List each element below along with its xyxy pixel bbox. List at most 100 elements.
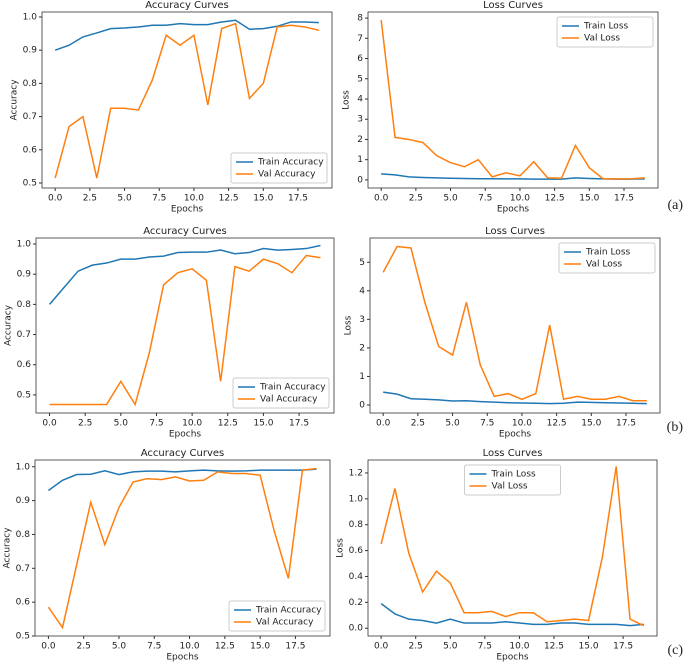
series-line: [54, 22, 319, 179]
y-tick-label: 6: [357, 54, 363, 64]
y-tick-label: 0: [359, 401, 365, 411]
legend-label: Val Loss: [586, 260, 622, 270]
x-axis-label: Epochs: [169, 430, 202, 440]
legend-label: Train Accuracy: [255, 606, 322, 616]
y-axis-label: Loss: [342, 90, 352, 110]
y-tick-label: 0.0: [349, 624, 364, 634]
y-tick-label: 0.4: [349, 572, 364, 582]
panel-label: (c): [667, 643, 683, 658]
x-tick-label: 5.0: [443, 194, 458, 204]
y-tick-label: 1.0: [16, 462, 31, 472]
x-tick-label: 7.5: [147, 642, 161, 652]
x-tick-label: 17.5: [288, 194, 308, 204]
y-tick-label: 0.9: [17, 270, 32, 280]
legend-box: [558, 242, 656, 274]
x-tick-label: 7.5: [152, 194, 166, 204]
x-tick-label: 15.0: [579, 642, 599, 652]
y-tick-label: 0: [357, 175, 363, 185]
y-axis-label: Loss: [344, 315, 354, 335]
x-tick-label: 12.5: [218, 419, 238, 429]
x-tick-label: 0.0: [42, 419, 57, 429]
x-tick-label: 17.5: [285, 642, 305, 652]
y-tick-label: 0.2: [349, 598, 363, 608]
x-tick-label: 0.0: [48, 194, 63, 204]
x-tick-label: 15.0: [253, 194, 273, 204]
x-tick-label: 12.5: [545, 194, 565, 204]
x-tick-label: 12.5: [215, 642, 235, 652]
x-tick-label: 5.0: [112, 642, 127, 652]
x-tick-label: 7.5: [478, 194, 492, 204]
x-tick-label: 17.5: [616, 419, 636, 429]
plot-frame: [41, 11, 333, 189]
x-tick-label: 7.5: [149, 419, 163, 429]
x-tick-label: 17.5: [613, 642, 633, 652]
legend-box: [464, 464, 561, 496]
panel-label: (a): [667, 198, 683, 213]
plot-frame: [367, 11, 659, 189]
y-tick-label: 0.8: [17, 300, 32, 310]
y-axis-label: Accuracy: [3, 527, 13, 569]
x-tick-label: 15.0: [581, 419, 601, 429]
x-tick-label: 7.5: [480, 419, 494, 429]
chart-title: Accuracy Curves: [143, 226, 227, 237]
legend-label: Train Accuracy: [257, 158, 324, 168]
x-axis-label: Epochs: [496, 653, 529, 662]
legend-label: Train Accuracy: [259, 383, 326, 393]
legend-box: [556, 16, 654, 48]
y-tick-label: 1.0: [17, 240, 32, 250]
panel-label: (b): [667, 420, 684, 435]
y-tick-label: 1.0: [23, 12, 38, 22]
y-tick-label: 0.5: [23, 179, 37, 189]
plot-frame: [369, 237, 661, 414]
series-line: [380, 466, 645, 627]
x-tick-label: 12.5: [544, 642, 564, 652]
x-tick-label: 5.0: [114, 419, 129, 429]
plot-frame: [34, 459, 331, 637]
x-tick-label: 2.5: [409, 194, 423, 204]
y-tick-label: 3: [359, 315, 365, 325]
series-line: [380, 20, 645, 180]
y-tick-label: 0.7: [16, 564, 30, 574]
x-tick-label: 2.5: [78, 419, 92, 429]
x-tick-label: 2.5: [83, 194, 97, 204]
y-tick-label: 1: [359, 372, 365, 382]
y-axis-label: Accuracy: [4, 304, 14, 346]
y-tick-label: 0.8: [349, 520, 364, 530]
y-tick-label: 7: [357, 34, 363, 44]
y-tick-label: 5: [357, 74, 363, 84]
y-tick-label: 5: [359, 258, 365, 268]
x-axis-label: Epochs: [166, 653, 199, 662]
y-tick-label: 0.5: [16, 632, 30, 642]
plot-frame: [367, 459, 658, 637]
series-line: [49, 254, 321, 407]
y-tick-label: 2: [357, 135, 363, 145]
x-tick-label: 10.0: [182, 419, 202, 429]
y-tick-label: 8: [357, 14, 363, 24]
y-tick-label: 3: [357, 115, 363, 125]
x-tick-label: 5.0: [445, 419, 460, 429]
y-tick-label: 0.6: [349, 546, 364, 556]
x-tick-label: 17.5: [614, 194, 634, 204]
series-line: [383, 391, 647, 405]
y-tick-label: 0.6: [16, 598, 31, 608]
x-tick-label: 0.0: [376, 419, 391, 429]
series-line: [48, 244, 321, 305]
legend-box: [230, 152, 328, 184]
legend-label: Train Loss: [583, 22, 629, 32]
y-axis-label: Loss: [336, 538, 346, 558]
x-tick-label: 15.0: [250, 642, 270, 652]
x-tick-label: 2.5: [411, 419, 425, 429]
legend-label: Val Accuracy: [256, 618, 314, 628]
y-tick-label: 1.2: [349, 468, 363, 478]
y-tick-label: 2: [359, 343, 365, 353]
y-tick-label: 0.8: [16, 530, 31, 540]
legend-label: Train Loss: [491, 470, 537, 480]
y-tick-label: 0.6: [23, 145, 38, 155]
y-tick-label: 0.7: [23, 112, 37, 122]
y-tick-label: 0.9: [16, 496, 31, 506]
series-line: [380, 603, 644, 627]
y-tick-label: 1: [357, 155, 363, 165]
x-tick-label: 0.0: [41, 642, 56, 652]
x-tick-label: 10.0: [509, 642, 529, 652]
